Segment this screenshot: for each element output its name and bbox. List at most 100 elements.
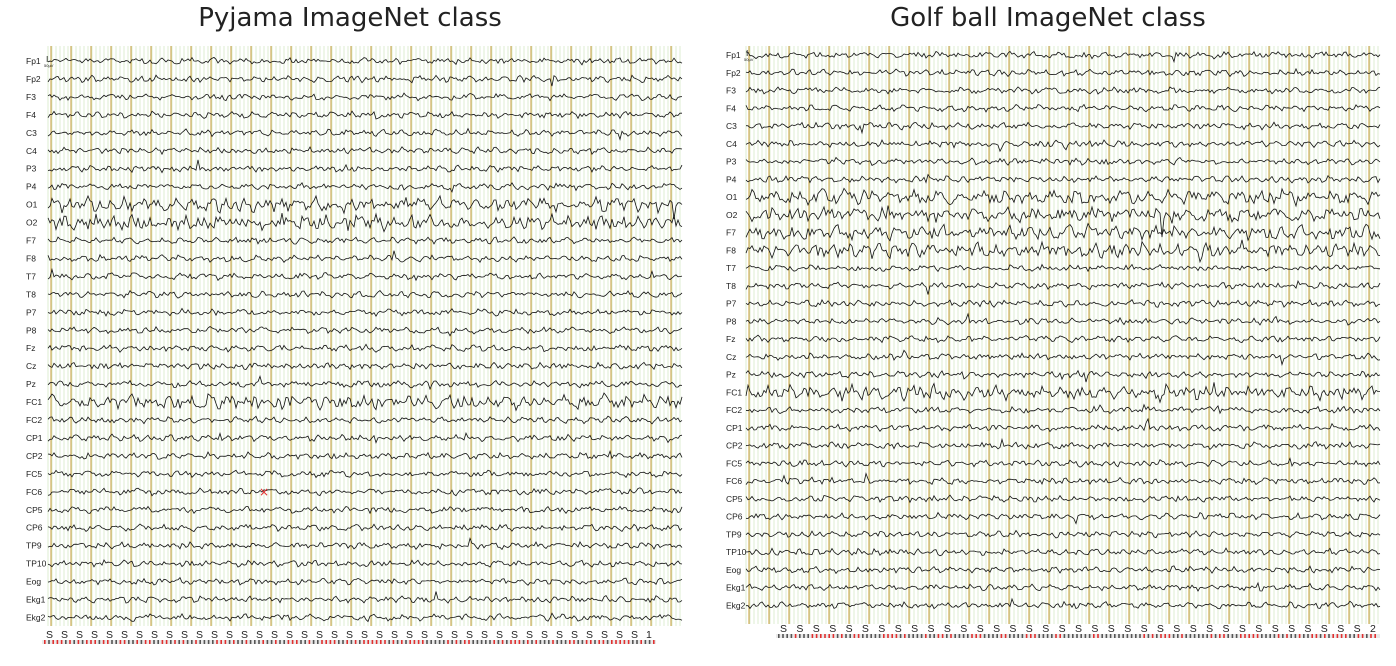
event-marker-s: S <box>361 629 368 641</box>
eeg-trace <box>745 547 1381 557</box>
channel-label: FC1 <box>726 387 742 397</box>
event-marker-s: S <box>286 629 293 641</box>
channel-label: FC1 <box>26 397 42 407</box>
eeg-trace <box>47 92 683 102</box>
event-marker-s: S <box>1354 623 1361 635</box>
event-marker-s: S <box>541 629 548 641</box>
event-marker-s: S <box>106 629 113 641</box>
event-marker-s: S <box>1190 623 1197 635</box>
time-ruler <box>42 640 656 644</box>
channel-ekg1: Ekg1 <box>26 591 683 605</box>
eeg-trace <box>745 511 1381 525</box>
channel-fp1: Fp1 <box>726 50 1381 64</box>
channel-label: FC6 <box>726 476 742 486</box>
event-marker-s: S <box>181 629 188 641</box>
channel-label: F8 <box>26 253 36 263</box>
channel-p3: P3 <box>726 157 1381 167</box>
channel-f8: F8 <box>726 239 1381 264</box>
channel-fc5: FC5 <box>26 469 683 479</box>
event-marker-s: S <box>1223 623 1230 635</box>
eeg-trace <box>745 263 1381 273</box>
eeg-trace <box>47 182 683 193</box>
event-marker-s: S <box>862 623 869 635</box>
event-marker-s: S <box>1042 623 1049 635</box>
channel-cp1: CP1 <box>26 431 683 444</box>
channel-cp6: CP6 <box>26 523 683 533</box>
eeg-trace <box>47 537 683 551</box>
channel-label: T7 <box>26 271 36 281</box>
eeg-trace <box>47 74 683 87</box>
scale-unit: 50µV <box>44 63 54 68</box>
channel-label: CP1 <box>726 423 743 433</box>
channel-o2: O2 <box>726 205 1381 238</box>
channel-t7: T7 <box>726 263 1381 273</box>
event-marker-s: S <box>1124 623 1131 635</box>
channel-pz: Pz <box>26 375 683 391</box>
channel-label: C4 <box>726 139 737 149</box>
scale-glyph: I <box>746 48 748 58</box>
event-marker-s: S <box>911 623 918 635</box>
channel-label: Fz <box>26 343 35 353</box>
event-marker-s: S <box>136 629 143 641</box>
channel-t8: T8 <box>26 289 683 299</box>
channel-label: Pz <box>26 379 36 389</box>
channel-label: CP2 <box>26 451 43 461</box>
channel-label: Ekg1 <box>26 595 46 605</box>
channel-cp1: CP1 <box>726 417 1381 433</box>
channel-fc1: FC1 <box>726 382 1381 404</box>
eeg-trace <box>745 529 1381 539</box>
eeg-panel-pyjama: Fp1 Fp2 F3 F4 C3 C4 P3 P4 O1 O2 F7 F8 T7 T8 P7 P8 Fz Cz Pz… <box>24 46 684 656</box>
channel-fp1: Fp1 <box>26 56 683 66</box>
channel-ekg1: Ekg1 <box>726 581 1381 593</box>
channel-label: P7 <box>26 307 37 317</box>
event-marker-s: S <box>895 623 902 635</box>
eeg-trace <box>745 279 1381 295</box>
channel-label: F3 <box>726 86 736 96</box>
event-marker-s: S <box>451 629 458 641</box>
channel-f7: F7 <box>26 236 683 246</box>
channel-fp2: Fp2 <box>726 68 1381 78</box>
right-panel-title: Golf ball ImageNet class <box>890 3 1206 33</box>
event-marker-s: S <box>616 629 623 641</box>
channel-c4: C4 <box>726 139 1381 153</box>
channel-cp2: CP2 <box>26 449 683 461</box>
channel-tp9: TP9 <box>26 537 683 551</box>
event-marker-s: S <box>1157 623 1164 635</box>
event-marker-s: S <box>571 629 578 641</box>
channel-label: TP10 <box>726 547 747 557</box>
event-marker-s: S <box>1239 623 1246 635</box>
eeg-trace <box>745 187 1381 208</box>
channel-label: TP9 <box>726 529 742 539</box>
channel-c4: C4 <box>26 146 683 156</box>
channel-label: Fp1 <box>726 50 741 60</box>
channel-fp2: Fp2 <box>26 74 683 87</box>
channel-f8: F8 <box>26 250 683 263</box>
channel-p7: P7 <box>26 307 683 317</box>
eeg-trace <box>47 375 683 391</box>
event-marker-s: S <box>121 629 128 641</box>
event-marker-end: 2 <box>1370 623 1376 635</box>
channel-label: CP1 <box>26 433 43 443</box>
channel-label: F4 <box>726 103 736 113</box>
event-marker-s: S <box>346 629 353 641</box>
channel-label: P4 <box>726 174 737 184</box>
channel-p4: P4 <box>26 182 683 193</box>
grid <box>745 46 1379 624</box>
event-marker-s: S <box>631 629 638 641</box>
channel-fc1: FC1 <box>26 392 683 412</box>
channel-label: Fp2 <box>26 74 41 84</box>
channel-label: P8 <box>26 325 37 335</box>
channel-label: Ekg1 <box>726 583 746 593</box>
eeg-trace <box>745 382 1381 404</box>
channel-label: C3 <box>26 128 37 138</box>
event-marker-s: S <box>846 623 853 635</box>
event-marker-s: S <box>1091 623 1098 635</box>
event-marker-s: S <box>780 623 787 635</box>
channel-ekg2: Ekg2 <box>26 612 683 622</box>
eeg-trace <box>47 56 683 66</box>
event-marker-s: S <box>1206 623 1213 635</box>
channel-fz: Fz <box>26 343 683 353</box>
eeg-trace <box>47 289 683 299</box>
